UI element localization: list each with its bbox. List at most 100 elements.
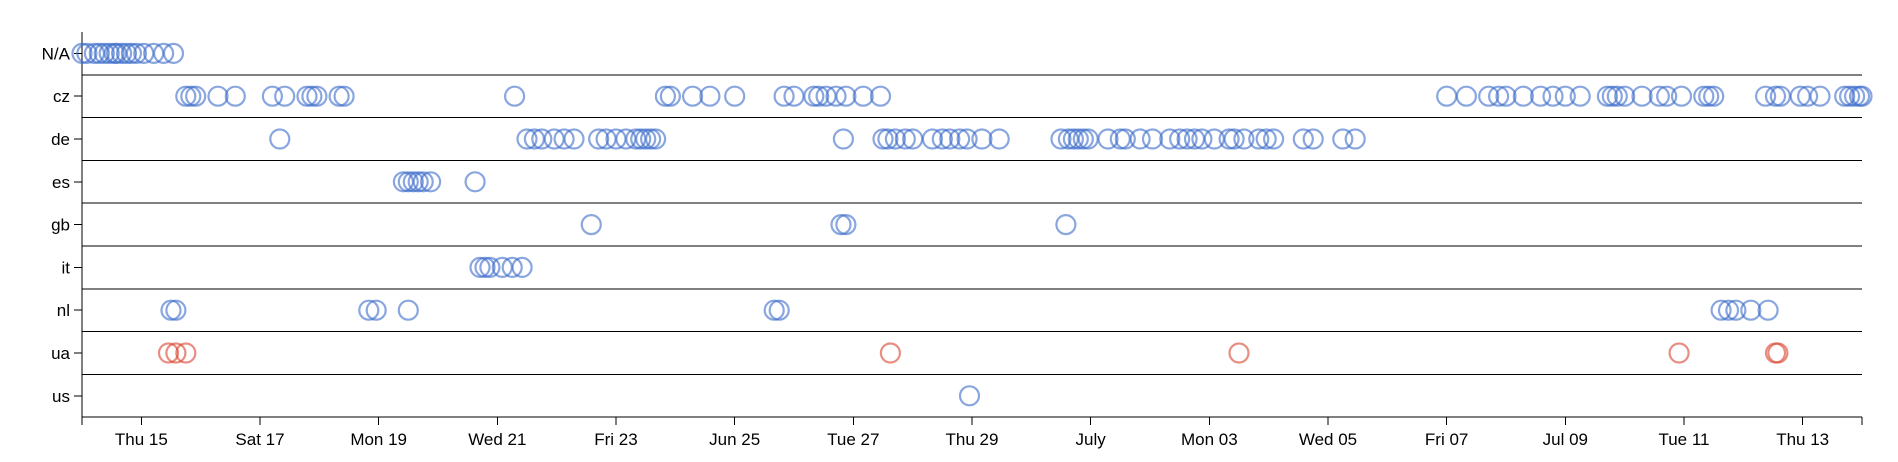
data-point xyxy=(553,128,575,150)
data-point xyxy=(296,85,318,107)
data-point xyxy=(71,42,93,65)
x-tick-label: Sat 17 xyxy=(235,430,284,449)
x-tick-label: Jul 09 xyxy=(1543,430,1588,449)
data-point xyxy=(1542,85,1564,107)
data-point xyxy=(563,128,585,150)
data-point xyxy=(724,85,746,107)
data-point xyxy=(531,128,553,150)
data-point xyxy=(1141,128,1164,150)
data-point xyxy=(699,85,721,107)
data-point xyxy=(1129,128,1151,150)
data-points xyxy=(71,42,1873,407)
data-point xyxy=(125,42,147,65)
data-point xyxy=(1262,128,1285,150)
data-point xyxy=(869,85,892,107)
data-point xyxy=(1292,128,1314,150)
data-point xyxy=(1809,85,1831,107)
data-point xyxy=(763,299,785,321)
data-point xyxy=(1487,85,1510,107)
x-tick-label: Wed 21 xyxy=(468,430,526,449)
data-point xyxy=(1796,85,1819,107)
data-point xyxy=(175,342,197,364)
data-point xyxy=(1717,299,1740,321)
data-point xyxy=(269,128,291,150)
data-point xyxy=(1764,85,1787,107)
data-point xyxy=(306,85,328,107)
data-point xyxy=(474,256,496,278)
data-point xyxy=(1648,85,1670,107)
data-point xyxy=(301,85,323,107)
data-point xyxy=(207,85,229,107)
data-point xyxy=(180,85,202,107)
data-point xyxy=(479,256,501,278)
data-point xyxy=(580,214,602,236)
y-tick-label: cz xyxy=(53,87,70,106)
data-point xyxy=(1703,85,1725,107)
data-point xyxy=(1050,128,1072,150)
data-point xyxy=(1191,128,1213,150)
data-point xyxy=(956,128,978,150)
data-point xyxy=(1067,128,1089,150)
data-point xyxy=(1109,128,1131,150)
y-tick-label: nl xyxy=(57,301,70,320)
data-point xyxy=(877,128,899,150)
data-point xyxy=(397,171,419,193)
data-point xyxy=(1838,85,1861,107)
data-point xyxy=(872,128,894,150)
data-point xyxy=(1668,342,1690,364)
data-point xyxy=(412,171,434,193)
data-point xyxy=(1851,85,1873,107)
data-point xyxy=(76,42,98,65)
y-tick-label: us xyxy=(52,387,70,406)
data-point xyxy=(328,85,350,107)
data-point xyxy=(1248,128,1270,150)
x-tick-label: Thu 15 xyxy=(115,430,168,449)
data-point xyxy=(1302,128,1324,150)
data-point xyxy=(1255,128,1277,150)
x-tick-label: Mon 03 xyxy=(1181,430,1238,449)
y-tick-label: ua xyxy=(51,344,70,363)
data-point xyxy=(120,42,142,65)
data-point xyxy=(162,42,185,65)
data-point xyxy=(1554,85,1576,107)
data-point xyxy=(948,128,971,150)
data-point xyxy=(803,85,825,107)
data-point xyxy=(1512,85,1534,107)
data-point xyxy=(659,85,682,107)
data-point xyxy=(1332,128,1354,150)
data-point xyxy=(93,42,115,65)
data-point xyxy=(1631,85,1653,107)
data-point xyxy=(503,85,526,107)
data-point xyxy=(333,85,355,107)
data-point xyxy=(958,385,981,407)
data-point xyxy=(1455,85,1478,107)
data-point xyxy=(1478,85,1500,107)
data-point xyxy=(1596,85,1619,107)
y-tick-label: N/A xyxy=(42,44,71,63)
data-point xyxy=(511,256,533,278)
data-point xyxy=(939,128,961,150)
data-point xyxy=(98,42,120,65)
data-point xyxy=(407,171,429,193)
y-axis: N/A cz de es gb it nl ua us xyxy=(42,32,83,418)
data-point xyxy=(1062,128,1085,150)
x-tick-label: Thu 29 xyxy=(946,430,999,449)
x-tick-label: Mon 19 xyxy=(350,430,407,449)
data-point xyxy=(635,128,657,150)
x-tick-label: Jun 25 xyxy=(709,430,760,449)
data-point xyxy=(852,85,874,107)
data-point xyxy=(261,85,283,107)
data-point xyxy=(464,171,486,193)
data-point xyxy=(825,85,847,107)
data-point xyxy=(501,256,523,278)
x-tick-label: Tue 27 xyxy=(827,430,879,449)
data-point xyxy=(988,128,1010,150)
x-tick-label: Wed 05 xyxy=(1299,430,1357,449)
data-point xyxy=(1529,85,1552,107)
data-point xyxy=(1710,299,1732,321)
data-point xyxy=(1725,299,1747,321)
data-point xyxy=(681,85,704,107)
data-point xyxy=(835,214,857,236)
data-point xyxy=(165,299,187,321)
x-axis: Thu 15 Sat 17 Mon 19 Wed 21 Fri 23 Jun 25 Tue … xyxy=(81,416,1863,449)
